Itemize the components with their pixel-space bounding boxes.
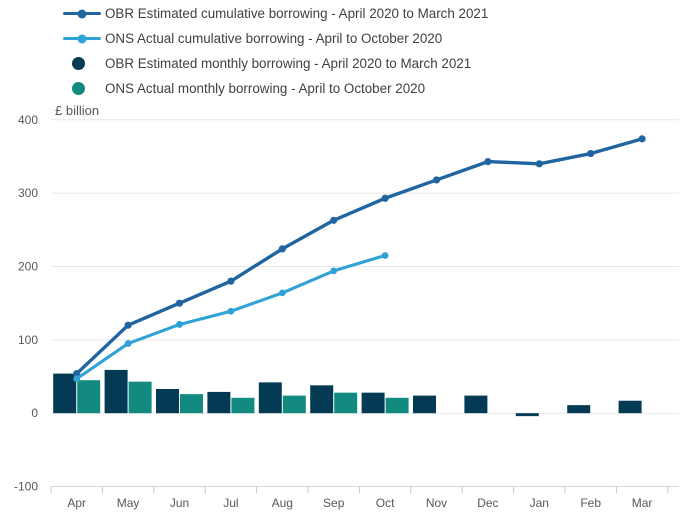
x-axis-label: Aug: [272, 496, 293, 510]
obr-cumulative-line: [74, 137, 644, 376]
ons-line-point: [381, 252, 389, 259]
y-axis-label: 300: [18, 186, 38, 200]
obr-line-point: [587, 149, 595, 158]
obr-monthly-bar: [464, 395, 488, 414]
obr-line-point: [381, 194, 389, 202]
legend-item-obr-cumulative[interactable]: OBR Estimated cumulative borrowing - Apr…: [63, 1, 488, 26]
legend-label-ons-monthly: ONS Actual monthly borrowing - April to …: [105, 80, 426, 96]
legend-item-obr-monthly[interactable]: OBR Estimated monthly borrowing - April …: [63, 51, 488, 76]
ons-monthly-bar: [180, 394, 203, 414]
x-axis-label: Nov: [426, 496, 447, 510]
x-axis-label: Jan: [530, 496, 549, 510]
ons-line-point: [124, 340, 132, 347]
obr-monthly-bar: [207, 391, 231, 414]
ons-monthly-bar: [128, 381, 152, 414]
legend-label-ons-cumulative: ONS Actual cumulative borrowing - April …: [105, 30, 443, 46]
x-axis-label: Jun: [170, 496, 189, 510]
x-axis-label: Dec: [477, 496, 498, 510]
obr-monthly-bar: [361, 392, 385, 414]
circle-marker-icon: [63, 57, 105, 70]
y-axis-label: 100: [18, 333, 38, 347]
x-axis-label: Feb: [580, 496, 601, 510]
obr-line-point: [73, 369, 81, 378]
ons-monthly-bar: [334, 392, 358, 414]
ons-line-point: [330, 267, 338, 275]
obr-line-point: [227, 277, 235, 285]
ons-line-point: [73, 375, 81, 383]
ons-line-point: [176, 321, 183, 328]
obr-line-point: [484, 158, 492, 166]
line-dot-marker-icon: [63, 9, 105, 18]
x-axis-label: Apr: [67, 496, 86, 510]
x-axis-label: Mar: [632, 496, 653, 510]
obr-monthly-bar: [515, 413, 539, 417]
ons-cumulative-line: [75, 253, 387, 381]
legend-item-ons-monthly[interactable]: ONS Actual monthly borrowing - April to …: [63, 76, 488, 101]
obr-line-point: [330, 216, 338, 224]
obr-monthly-bar: [618, 400, 642, 414]
x-axis-label: Sep: [323, 496, 345, 510]
y-axis-label: -100: [14, 480, 38, 494]
ons-monthly-bar: [385, 397, 409, 414]
x-axis-label: May: [117, 496, 140, 510]
obr-monthly-bar: [567, 405, 591, 414]
obr-line-point: [638, 135, 646, 143]
chart-legend: OBR Estimated cumulative borrowing - Apr…: [63, 1, 488, 101]
unit-label: £ billion: [55, 103, 99, 118]
y-axis-label: 200: [18, 260, 38, 274]
line-dot-marker-icon: [63, 34, 105, 43]
obr-line-point: [535, 160, 543, 168]
ons-monthly-bar: [77, 380, 101, 414]
ons-monthly-bar: [282, 395, 306, 414]
obr-monthly-bar: [310, 385, 334, 414]
obr-monthly-bar: [104, 369, 128, 414]
obr-monthly-bar: [413, 395, 436, 414]
x-axis-label: Oct: [376, 496, 395, 510]
legend-label-obr-cumulative: OBR Estimated cumulative borrowing - Apr…: [105, 5, 489, 21]
ons-monthly-bar: [231, 397, 255, 414]
legend-label-obr-monthly: OBR Estimated monthly borrowing - April …: [105, 55, 472, 71]
ons-line-point: [278, 289, 286, 297]
x-axis-label: Jul: [223, 496, 238, 510]
obr-monthly-bar: [156, 388, 179, 414]
y-axis-label: 400: [18, 113, 38, 127]
obr-monthly-bar: [53, 373, 77, 414]
obr-line-point: [432, 176, 441, 184]
y-axis-label: 0: [31, 406, 38, 420]
ons-line-point: [227, 307, 235, 315]
obr-line-point: [278, 245, 286, 253]
obr-monthly-bar: [258, 382, 282, 414]
obr-line-point: [175, 299, 184, 307]
circle-marker-icon: [63, 82, 105, 95]
legend-item-ons-cumulative[interactable]: ONS Actual cumulative borrowing - April …: [63, 26, 488, 51]
obr-line-point: [124, 321, 132, 329]
